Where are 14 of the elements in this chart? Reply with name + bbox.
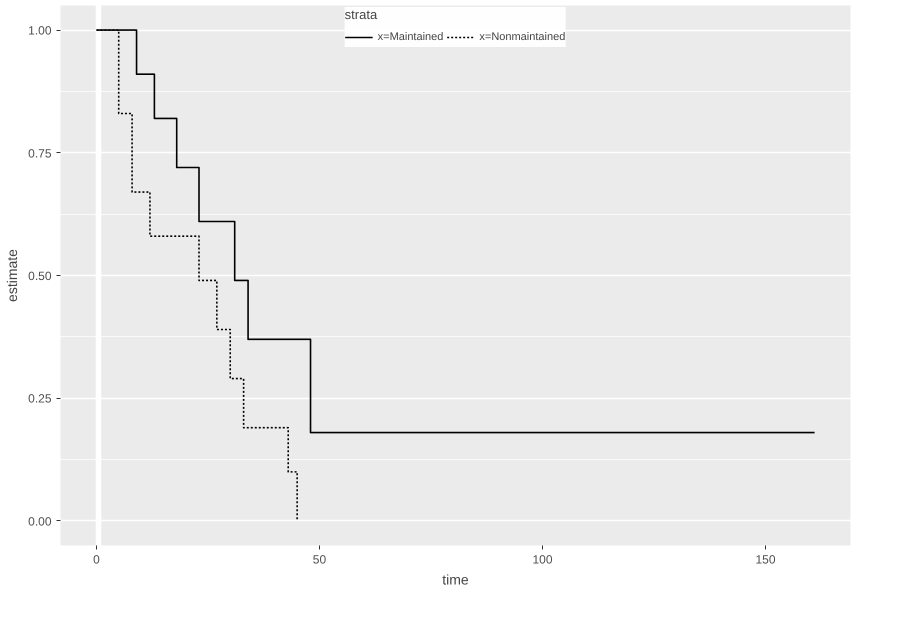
legend-label: x=Maintained: [378, 31, 444, 43]
y-tick-label: 0.00: [28, 514, 52, 528]
x-tick-label: 0: [93, 552, 100, 566]
x-axis-title: time: [442, 572, 469, 588]
y-tick-label: 0.25: [28, 392, 52, 406]
x-tick-label: 50: [312, 552, 326, 566]
legend-title: strata: [344, 7, 378, 22]
y-tick-label: 0.75: [28, 146, 52, 160]
x-tick-label: 150: [756, 552, 776, 566]
y-axis-title: estimate: [4, 248, 20, 302]
legend-label: x=Nonmaintained: [479, 31, 566, 43]
x-tick-label: 100: [532, 552, 553, 566]
y-tick-label: 1.00: [28, 24, 52, 38]
y-tick-label: 0.50: [28, 269, 52, 283]
